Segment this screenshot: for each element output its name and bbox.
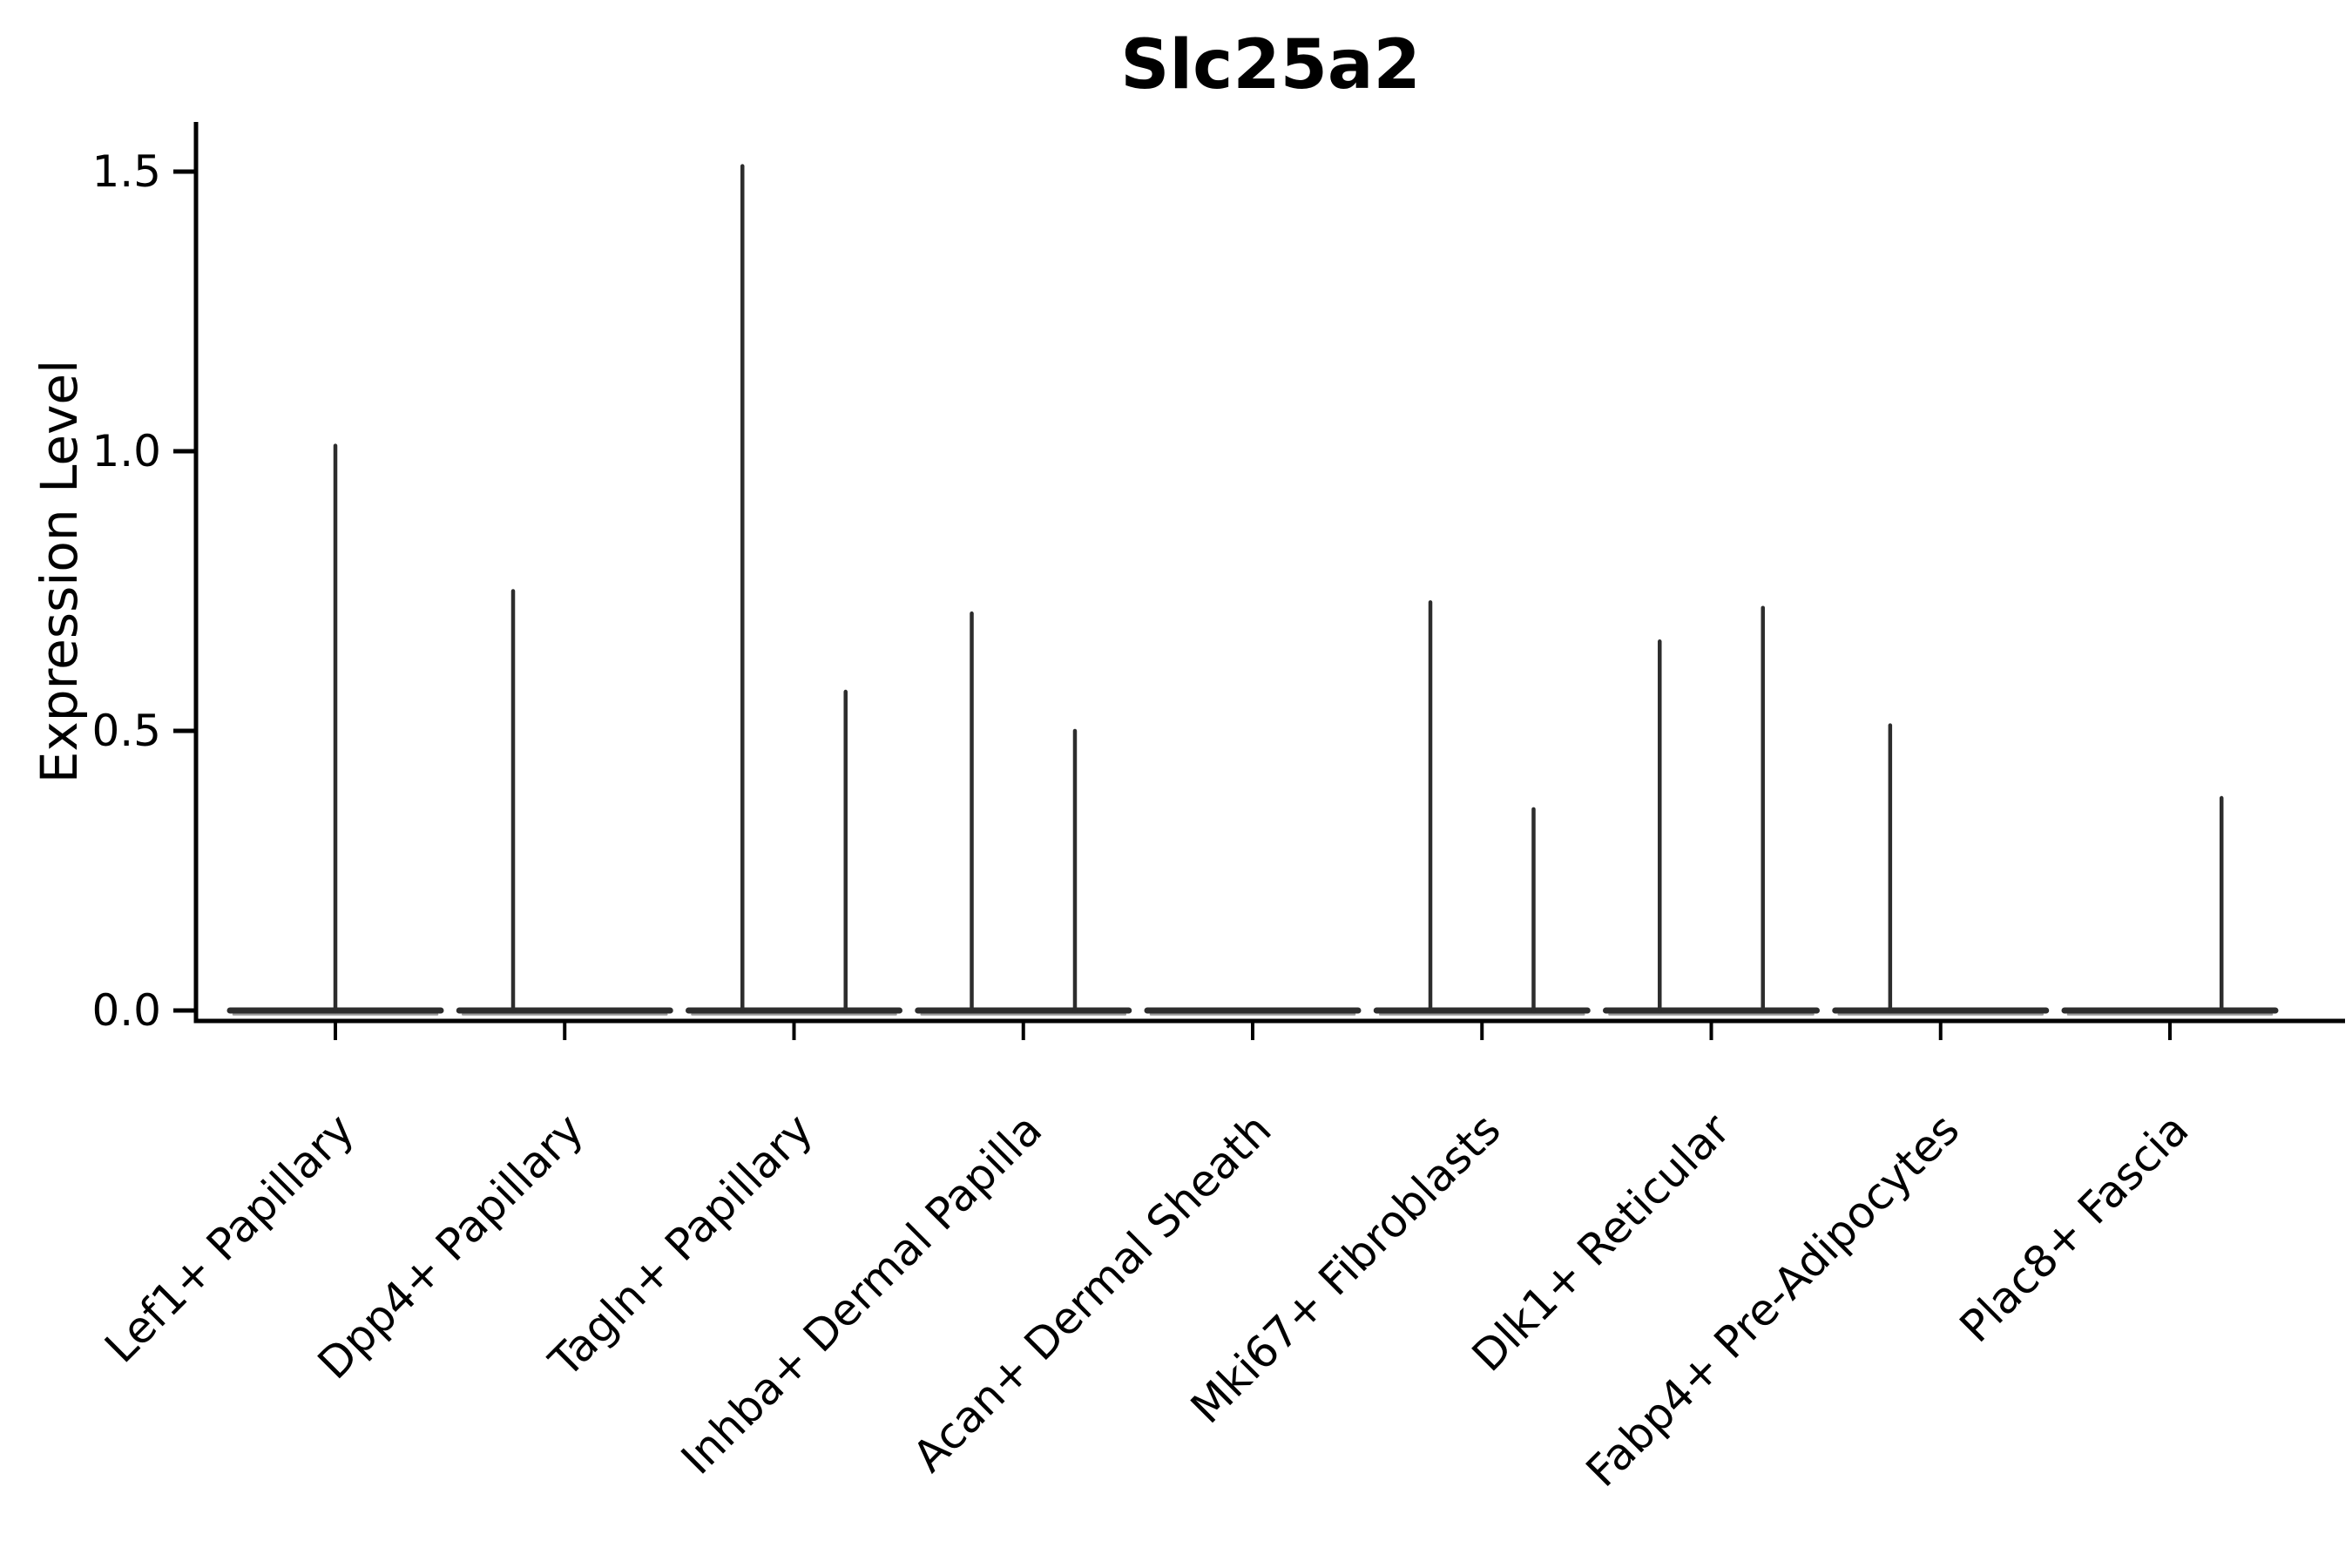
chart-title: Slc25a2 (1120, 26, 1421, 105)
violin-8 (1832, 723, 2050, 1016)
x-tick-label-8: Fabp4+ Pre-Adipocytes (1577, 1104, 1970, 1497)
y-tick-label: 0.5 (91, 706, 161, 756)
y-tick-label: 1.0 (91, 426, 161, 476)
violin-6 (1373, 600, 1591, 1016)
violin-5 (1144, 1007, 1362, 1016)
violin-1 (226, 443, 444, 1016)
violin-3 (686, 164, 902, 1016)
x-tick-label-1: Lef1+ Papillary (95, 1104, 363, 1372)
axis-spines (193, 122, 2345, 1024)
x-tick-label-9: Plac8+ Fascia (1950, 1104, 2199, 1352)
y-tick-label: 1.5 (91, 146, 161, 197)
violin-9 (2061, 795, 2279, 1016)
y-tick-label: 0.0 (91, 985, 161, 1036)
violin-4 (915, 611, 1132, 1016)
violin-2 (456, 589, 673, 1016)
violin-7 (1603, 605, 1820, 1016)
